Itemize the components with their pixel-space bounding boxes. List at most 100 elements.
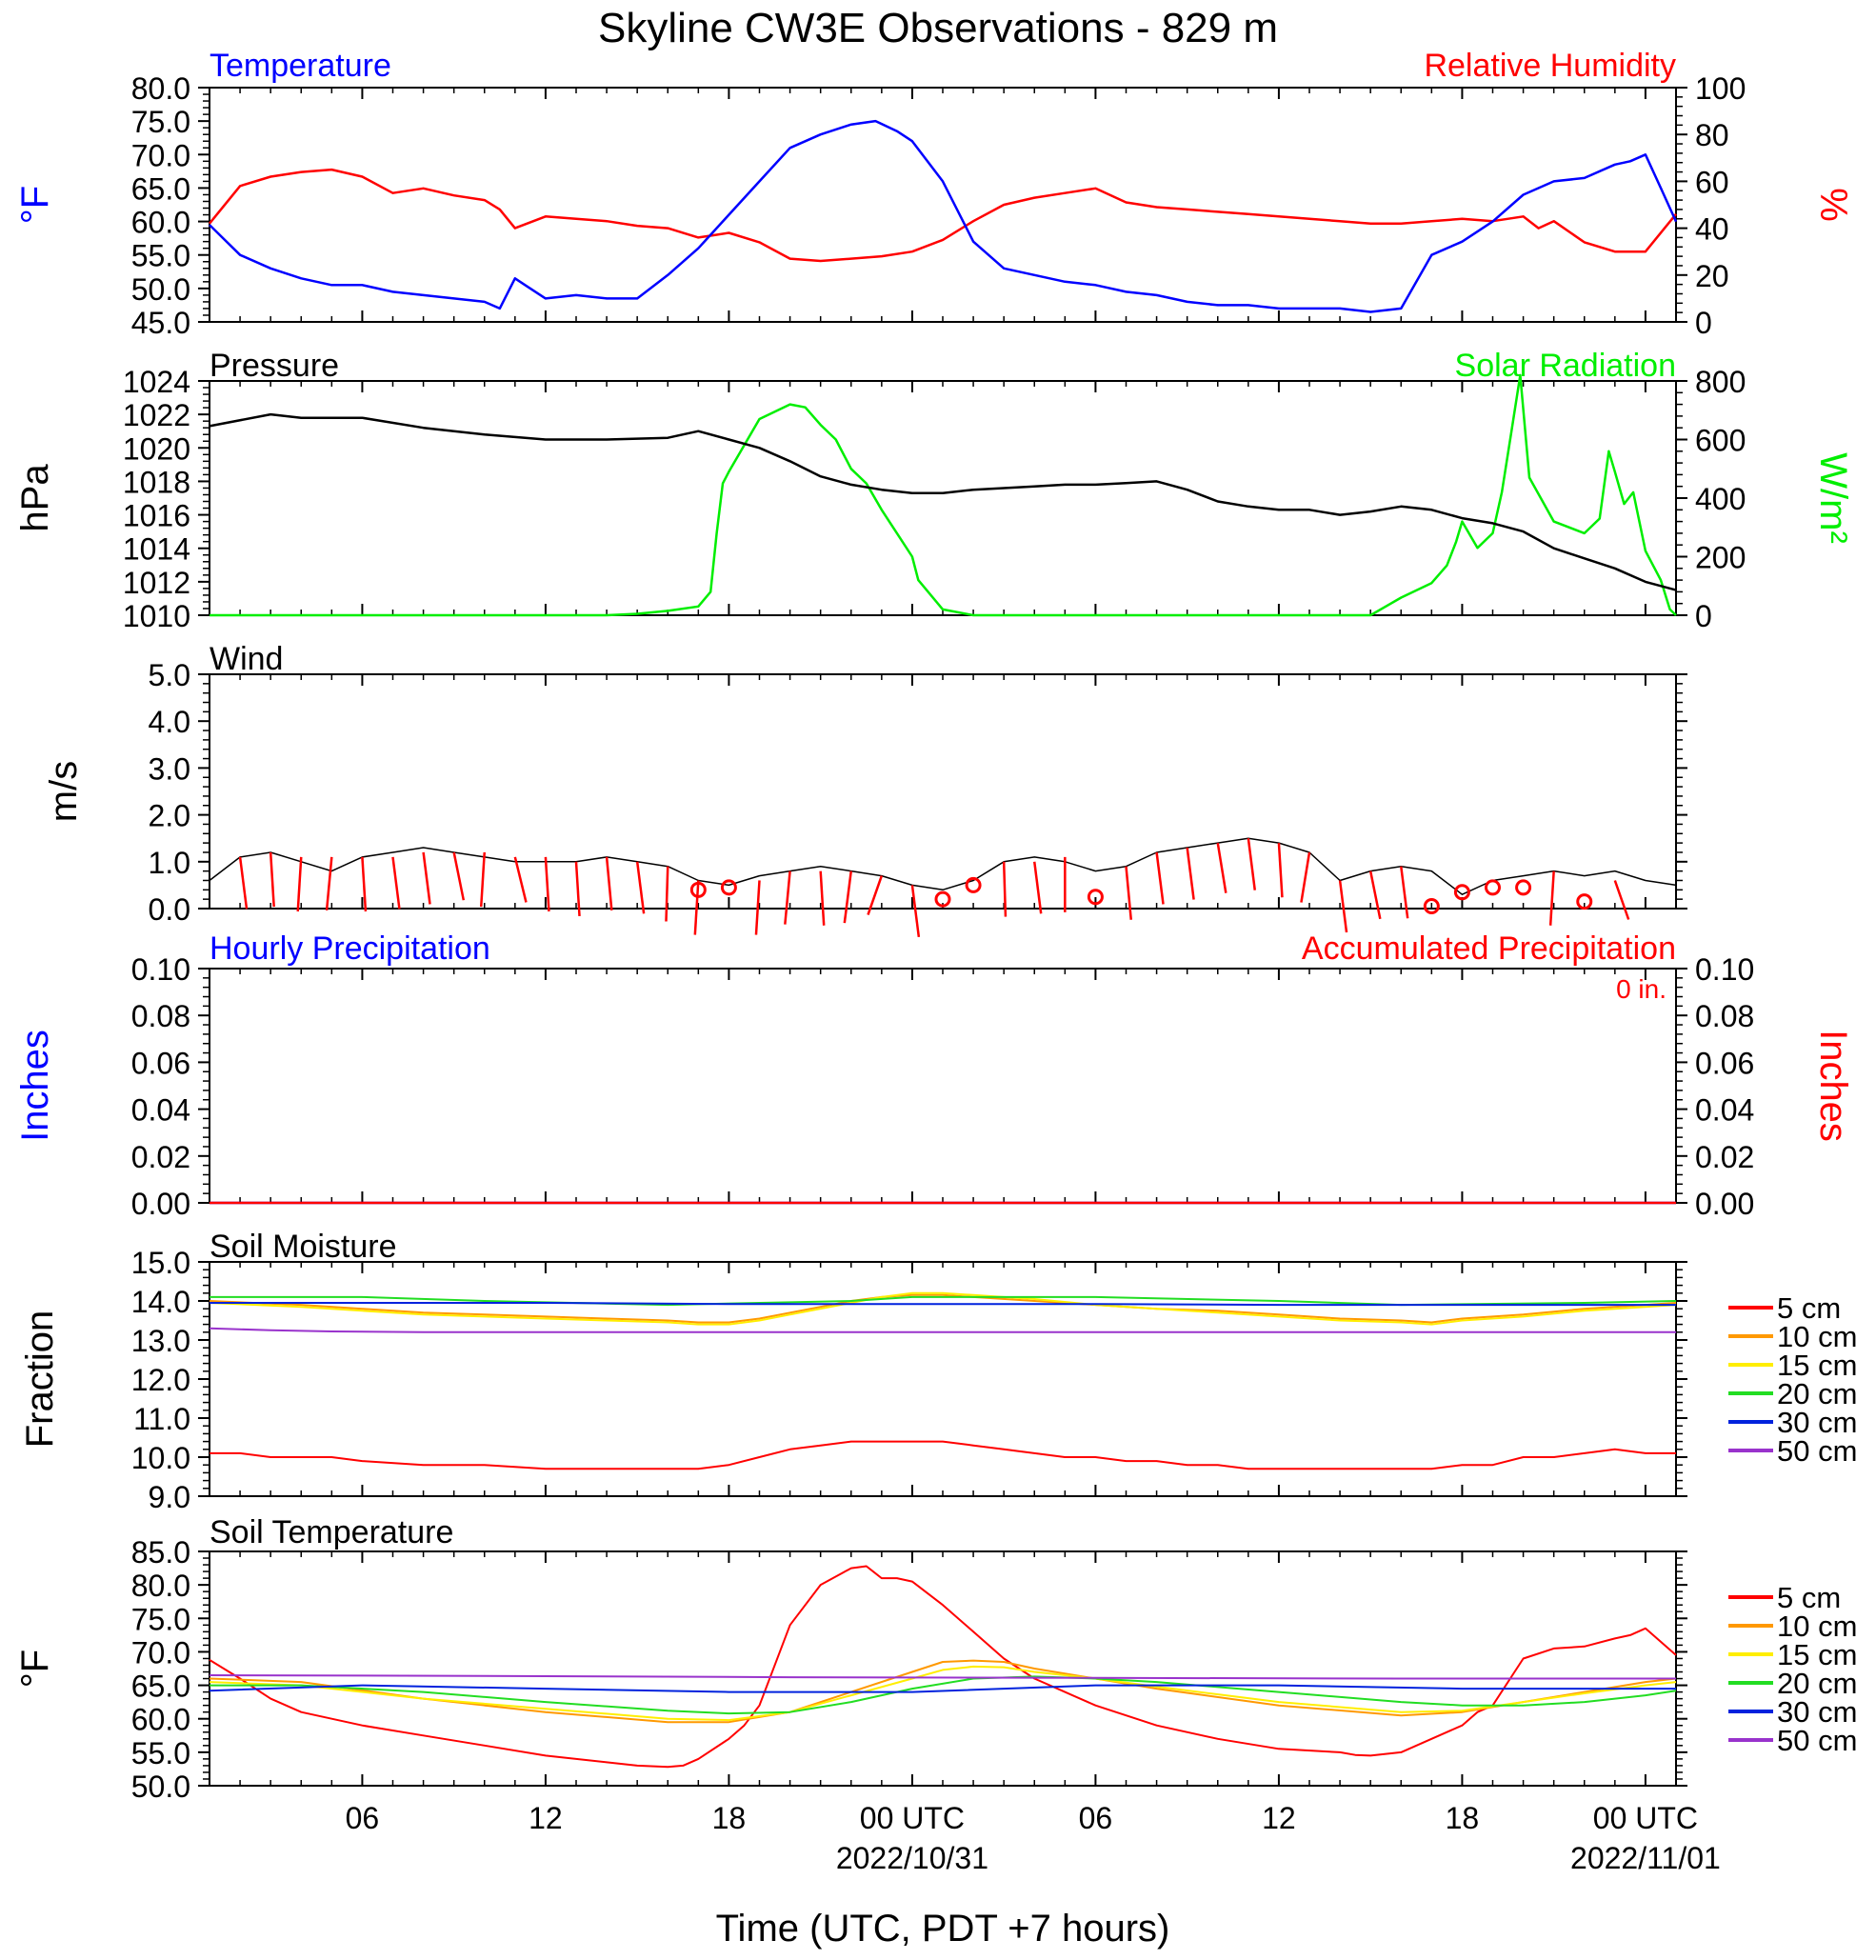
soil-temperature-title: Soil Temperature	[210, 1514, 453, 1550]
legend-label: 50 cm	[1777, 1434, 1857, 1468]
left-tick-label: 14.0	[131, 1285, 190, 1319]
temperature-unit-label: °F	[14, 186, 56, 224]
left-tick-label: 0.08	[131, 999, 190, 1033]
left-tick-label: 50.0	[131, 1770, 190, 1804]
right-tick-label: 0.10	[1695, 952, 1754, 987]
wind-barb	[910, 885, 921, 938]
right-tick-label: 60	[1695, 165, 1729, 199]
wind-barb	[325, 856, 333, 911]
precip-right-unit-label: Inches	[1812, 1030, 1854, 1142]
wind-barb	[819, 870, 826, 926]
left-tick-label: 50.0	[131, 272, 190, 307]
left-tick-label: 60.0	[131, 1703, 190, 1737]
right-tick-label: 20	[1695, 259, 1729, 293]
left-tick-label: 0.10	[131, 952, 190, 987]
wind-barb	[1400, 866, 1409, 919]
calm-wind-marker	[720, 879, 737, 896]
left-tick-label: 55.0	[131, 239, 190, 273]
wind-barb	[693, 880, 700, 935]
calm-wind-marker	[689, 881, 707, 898]
left-tick-label: 1018	[123, 465, 190, 499]
x-tick-label: 12	[1262, 1801, 1296, 1835]
right-tick-label: 0.02	[1695, 1140, 1754, 1174]
pressure-unit-label: hPa	[14, 464, 56, 532]
solar-unit-label: W/m²	[1812, 452, 1854, 544]
x-tick-label: 18	[712, 1801, 747, 1835]
left-tick-label: 2.0	[149, 799, 190, 833]
wind-title: Wind	[210, 641, 283, 677]
wind-barb	[1033, 861, 1043, 914]
left-tick-label: 70.0	[131, 1635, 190, 1670]
precipitation-axes: 0.00 0.02 0.04 0.06 0.08 0.10 0.00 0.02 0.04 0.06…	[131, 952, 1755, 1221]
calm-wind-marker	[1453, 884, 1470, 901]
wind-barb	[422, 851, 431, 905]
left-tick-label: 0.02	[131, 1140, 190, 1174]
left-tick-label: 11.0	[133, 1402, 190, 1436]
left-tick-label: 3.0	[149, 751, 190, 786]
soil-temperature-frame	[209, 1550, 1677, 1787]
wind-barb	[867, 875, 884, 915]
wind-barb	[544, 856, 550, 912]
right-tick-label: 80	[1695, 118, 1729, 152]
soil-moisture-panel: Soil Moisture Fraction 9.0 10.0 11.0 12.0 13…	[19, 1229, 1857, 1514]
left-tick-label: 80.0	[131, 71, 190, 106]
left-tick-label: 1010	[123, 599, 190, 633]
right-tick-label: 400	[1695, 482, 1746, 516]
left-tick-label: 55.0	[131, 1736, 190, 1770]
wind-barb	[391, 856, 401, 910]
temperature-title: Temperature	[210, 48, 391, 84]
chart-title: Skyline CW3E Observations - 829 m	[598, 5, 1278, 51]
right-tick-label: 0	[1695, 599, 1712, 633]
wind-barb	[452, 851, 466, 901]
left-tick-label: 80.0	[131, 1569, 190, 1603]
left-tick-label: 0.00	[131, 1187, 190, 1221]
x-tick-label: 00 UTC	[860, 1801, 965, 1835]
wind-panel: Wind m/s 0.0 1.0 2.0 3.0 4.0 5.0	[43, 641, 1687, 938]
accumulated-precip-title: Accumulated Precipitation	[1302, 930, 1676, 967]
right-tick-label: 0.00	[1695, 1187, 1754, 1221]
left-tick-label: 1012	[123, 566, 190, 600]
relative-humidity-title: Relative Humidity	[1424, 48, 1676, 84]
left-tick-label: 1016	[123, 499, 190, 533]
x-tick-label: 06	[1079, 1801, 1113, 1835]
right-tick-label: 600	[1695, 424, 1746, 458]
wind-barb	[1338, 880, 1348, 933]
temperature-rh-lines	[209, 119, 1678, 313]
precipitation-frame	[209, 968, 1677, 1204]
wind-barb	[1300, 851, 1311, 903]
left-tick-label: 0.0	[149, 892, 190, 927]
right-tick-label: 200	[1695, 541, 1746, 575]
right-tick-label: 800	[1695, 365, 1746, 399]
series-pressure	[209, 412, 1677, 591]
soil-temperature-unit-label: °F	[14, 1650, 56, 1688]
legend-label: 10 cm	[1777, 1610, 1857, 1643]
left-tick-label: 75.0	[131, 1602, 190, 1636]
time-axis-label: Time (UTC, PDT +7 hours)	[716, 1908, 1170, 1950]
wind-barb	[1002, 861, 1008, 917]
solar-radiation-title: Solar Radiation	[1455, 348, 1676, 384]
left-tick-label: 10.0	[131, 1441, 190, 1475]
legend-label: 30 cm	[1777, 1695, 1857, 1729]
soil-moisture-lines	[209, 1291, 1677, 1470]
soil-moisture-axes: 9.0 10.0 11.0 12.0 13.0 14.0 15.0	[131, 1246, 1687, 1514]
wind-barb	[479, 851, 486, 908]
calm-wind-marker	[1576, 893, 1593, 910]
series-50-cm	[209, 1674, 1676, 1680]
series-relative-humidity	[209, 168, 1677, 263]
left-tick-label: 85.0	[131, 1535, 190, 1570]
right-tick-label: 0	[1695, 306, 1712, 340]
left-tick-label: 45.0	[131, 306, 190, 340]
wind-barb	[784, 870, 791, 925]
wind-barb	[843, 870, 852, 924]
wind-barb	[1548, 870, 1555, 926]
wind-barb	[513, 856, 528, 903]
right-tick-label: 100	[1695, 71, 1746, 106]
legend-label: 15 cm	[1777, 1638, 1857, 1671]
wind-barb	[605, 856, 613, 911]
left-tick-label: 5.0	[149, 658, 190, 692]
calm-wind-marker	[934, 890, 951, 908]
